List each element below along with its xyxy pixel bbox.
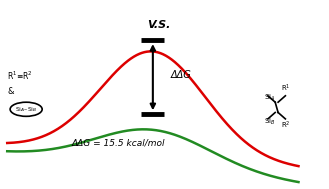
Text: R$^1$≡R$^2$: R$^1$≡R$^2$ [7, 70, 33, 82]
Text: Si$_B$: Si$_B$ [264, 117, 275, 127]
Text: Si$_A$–Si$_B$: Si$_A$–Si$_B$ [15, 105, 38, 114]
Text: &: & [7, 87, 14, 96]
Text: ΔΔG = 15.5 kcal/mol: ΔΔG = 15.5 kcal/mol [71, 138, 165, 147]
Text: Si$_A$: Si$_A$ [264, 93, 275, 103]
Text: R$^1$: R$^1$ [281, 83, 290, 94]
Text: R$^2$: R$^2$ [282, 120, 291, 132]
Text: ΔΔG: ΔΔG [170, 70, 191, 80]
Text: V.S.: V.S. [147, 19, 170, 29]
